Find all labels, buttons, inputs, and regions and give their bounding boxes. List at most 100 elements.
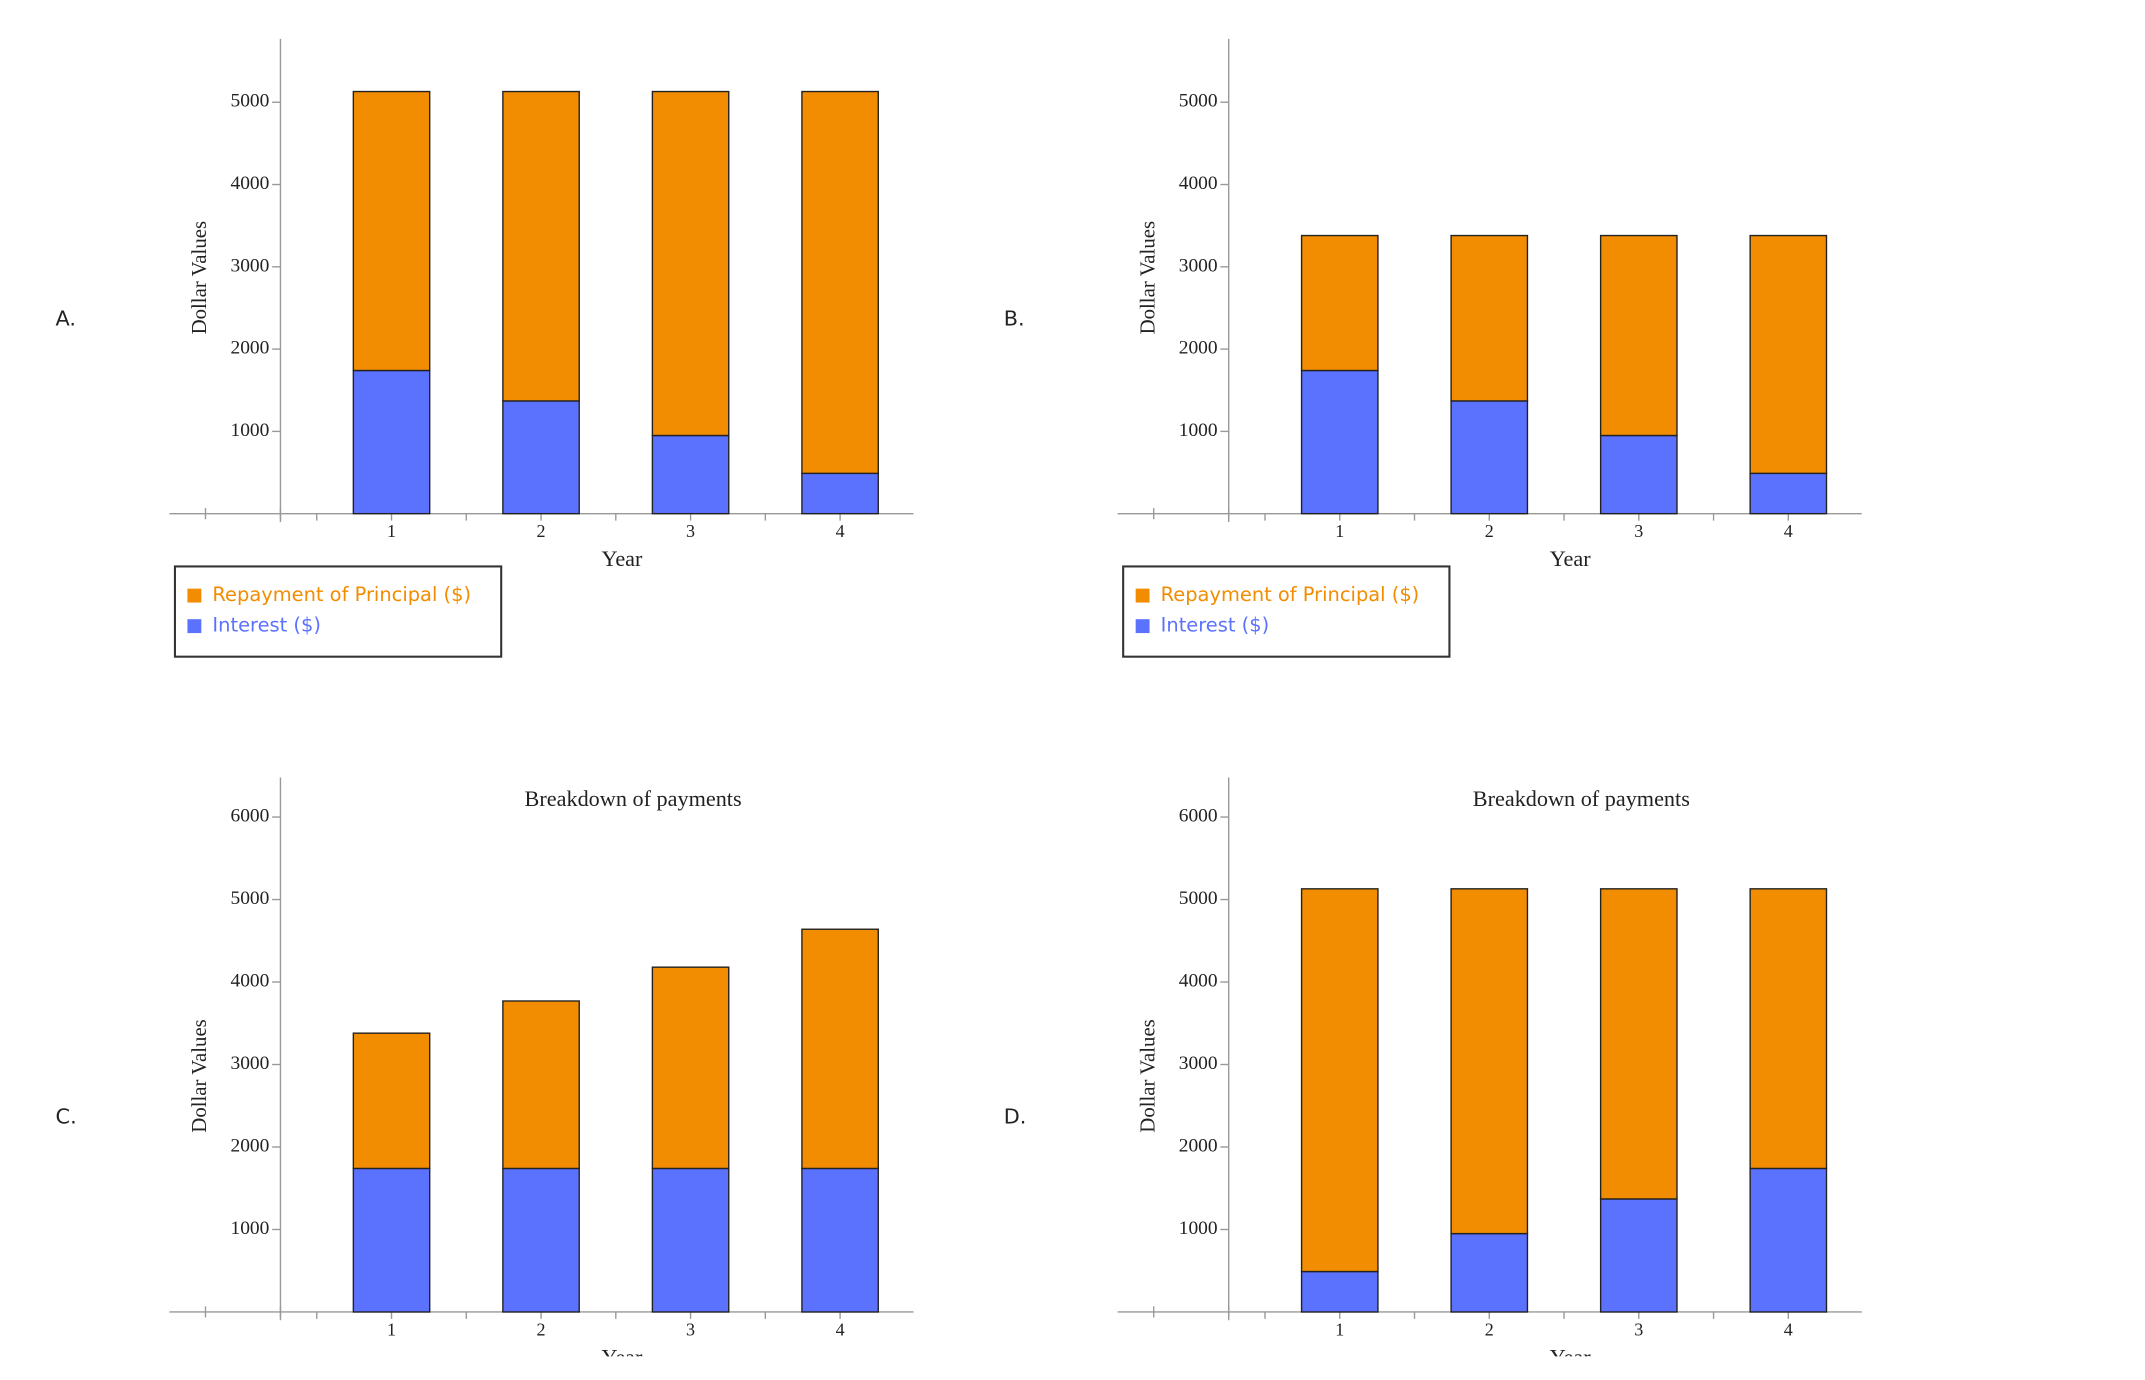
x-axis-label: Year	[602, 1344, 644, 1369]
legend-swatch	[187, 619, 202, 634]
bar-segment	[1599, 434, 1678, 515]
y-tick-label: 1000	[1179, 420, 1218, 441]
x-tick-label: 1	[387, 521, 396, 541]
bar-segment	[1450, 888, 1529, 1235]
bar-segment	[651, 1167, 730, 1313]
x-tick-label: 1	[387, 1320, 396, 1340]
y-axis-label: Dollar Values	[1135, 1019, 1159, 1132]
bar-segment	[1749, 888, 1828, 1170]
y-axis-label: Dollar Values	[187, 1019, 211, 1132]
y-tick-label: 2000	[1179, 338, 1218, 359]
x-tick-label: 1	[1335, 521, 1344, 541]
x-axis-label: Year	[1550, 546, 1592, 571]
bar-segment	[1599, 1198, 1678, 1313]
bar-segment	[651, 90, 730, 437]
bar-segment	[502, 90, 580, 402]
bar-segment	[651, 434, 730, 515]
x-tick-label: 3	[1634, 1320, 1643, 1340]
option: D. 1000 2000 3000 4000 5000 6000 1 2 3 4 Year Dollar…	[1004, 777, 1862, 1369]
y-tick-label: 5000	[231, 91, 270, 112]
option-label: C.	[56, 1105, 77, 1129]
option: A. 1000 2000 3000 4000 5000 1 2 3 4 Year Dollar Val…	[56, 38, 914, 658]
bar-segment	[801, 90, 879, 475]
bar-segment	[801, 472, 879, 515]
y-tick-label: 2000	[1179, 1135, 1218, 1156]
y-tick-label: 6000	[231, 806, 270, 827]
bar-segment	[1300, 369, 1379, 515]
x-tick-label: 4	[836, 1320, 845, 1340]
chart-title: Breakdown of payments	[525, 786, 742, 811]
x-tick-label: 3	[1634, 521, 1643, 541]
bar-segment	[502, 1000, 580, 1170]
chart: 1000 2000 3000 4000 5000 1 2 3 4 Year Dollar Value…	[169, 38, 914, 658]
bar-segment	[1450, 1232, 1529, 1313]
chart: 1000 2000 3000 4000 5000 6000 1 2 3 4 Year Dollar V…	[169, 777, 914, 1369]
x-tick-label: 2	[537, 1320, 546, 1340]
chart: 1000 2000 3000 4000 5000 6000 1 2 3 4 Year Dollar V…	[1117, 777, 1862, 1369]
y-tick-label: 1000	[1179, 1218, 1218, 1239]
legend-label: Interest ($)	[212, 614, 321, 637]
bar-segment	[502, 1167, 580, 1313]
y-tick-label: 1000	[231, 1218, 270, 1239]
legend-label: Interest ($)	[1161, 614, 1270, 637]
y-axis-label: Dollar Values	[187, 221, 211, 334]
x-tick-label: 2	[1485, 1320, 1494, 1340]
x-tick-label: 4	[1784, 521, 1793, 541]
bar-segment	[801, 928, 879, 1170]
y-tick-label: 3000	[1179, 255, 1218, 276]
y-tick-label: 1000	[231, 420, 270, 441]
legend-swatch	[187, 588, 202, 603]
x-axis-label: Year	[602, 546, 644, 571]
x-tick-label: 4	[1784, 1320, 1793, 1340]
y-tick-label: 5000	[1179, 91, 1218, 112]
y-tick-label: 5000	[1179, 888, 1218, 909]
y-tick-label: 2000	[231, 1135, 270, 1156]
option-label: B.	[1004, 306, 1025, 330]
y-axis-label: Dollar Values	[1135, 221, 1159, 334]
bar-segment	[1599, 888, 1678, 1200]
chart: 1000 2000 3000 4000 5000 1 2 3 4 Year Dollar Value…	[1117, 38, 1862, 658]
legend-swatch	[1135, 619, 1150, 634]
bar-segment	[352, 369, 431, 515]
bar-segment	[1450, 234, 1529, 402]
y-tick-label: 5000	[231, 888, 270, 909]
bar-segment	[502, 400, 580, 515]
x-tick-label: 4	[836, 521, 845, 541]
chart-title: Breakdown of payments	[1473, 786, 1690, 811]
bar-segment	[1300, 888, 1379, 1273]
legend-box	[173, 565, 503, 658]
bar-segment	[1300, 1270, 1379, 1313]
x-tick-label: 3	[686, 1320, 695, 1340]
legend-label: Repayment of Principal ($)	[1161, 583, 1420, 606]
bar-segment	[352, 1167, 431, 1313]
bar-segment	[1749, 1167, 1828, 1313]
y-tick-label: 2000	[231, 338, 270, 359]
y-tick-label: 6000	[1179, 806, 1218, 827]
option-label: A.	[56, 306, 77, 330]
legend-box	[1122, 565, 1451, 658]
bar-segment	[651, 966, 730, 1170]
legend-swatch	[1135, 588, 1150, 603]
option-label: D.	[1004, 1105, 1027, 1129]
y-tick-label: 4000	[231, 970, 270, 991]
option: C. 1000 2000 3000 4000 5000 6000 1 2 3 4 Year Dollar…	[56, 777, 914, 1369]
bar-segment	[1749, 472, 1828, 515]
bar-segment	[1749, 234, 1828, 475]
y-tick-label: 3000	[231, 1053, 270, 1074]
bar-segment	[1599, 234, 1678, 437]
y-tick-label: 3000	[231, 255, 270, 276]
option: B. 1000 2000 3000 4000 5000 1 2 3 4 Year Dollar Val…	[1004, 38, 1862, 658]
legend-label: Repayment of Principal ($)	[212, 583, 471, 606]
y-tick-label: 4000	[1179, 970, 1218, 991]
x-tick-label: 2	[537, 521, 546, 541]
x-tick-label: 3	[686, 521, 695, 541]
x-axis-label: Year	[1550, 1344, 1592, 1369]
bar-segment	[352, 90, 431, 372]
bar-segment	[352, 1032, 431, 1170]
x-tick-label: 1	[1335, 1320, 1344, 1340]
x-tick-label: 2	[1485, 521, 1494, 541]
bar-segment	[1300, 234, 1379, 372]
y-tick-label: 3000	[1179, 1053, 1218, 1074]
